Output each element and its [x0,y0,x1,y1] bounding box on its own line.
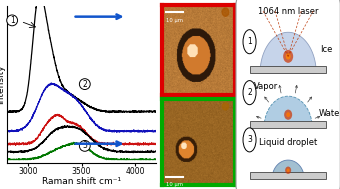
Circle shape [222,8,229,16]
Ellipse shape [283,50,293,63]
Text: Ice: Ice [320,45,333,54]
Text: 1: 1 [10,16,15,25]
Polygon shape [264,96,312,128]
Text: Vapor: Vapor [254,82,278,91]
Ellipse shape [287,168,290,172]
Ellipse shape [284,110,292,120]
X-axis label: Raman shift cm⁻¹: Raman shift cm⁻¹ [42,177,121,186]
Text: Liquid droplet: Liquid droplet [259,138,317,147]
Ellipse shape [286,112,290,117]
Bar [250,121,326,128]
Text: 10 μm: 10 μm [166,18,183,23]
Text: 1: 1 [247,37,252,46]
Circle shape [222,103,228,110]
Y-axis label: Intensity: Intensity [0,64,5,104]
Bar [250,66,326,73]
Text: 1064 nm laser: 1064 nm laser [258,7,318,16]
Circle shape [243,30,256,54]
Circle shape [243,81,256,105]
Polygon shape [260,32,316,73]
Text: 2: 2 [82,80,87,89]
Text: 2: 2 [247,88,252,97]
Ellipse shape [285,167,291,174]
Polygon shape [272,160,304,179]
FancyBboxPatch shape [236,0,340,189]
Text: 3: 3 [247,135,252,144]
Ellipse shape [286,53,291,60]
Text: 10 μm: 10 μm [166,182,183,187]
Text: Water: Water [318,108,340,118]
Circle shape [243,128,256,152]
Bar [250,172,326,179]
Text: 3: 3 [82,141,87,150]
